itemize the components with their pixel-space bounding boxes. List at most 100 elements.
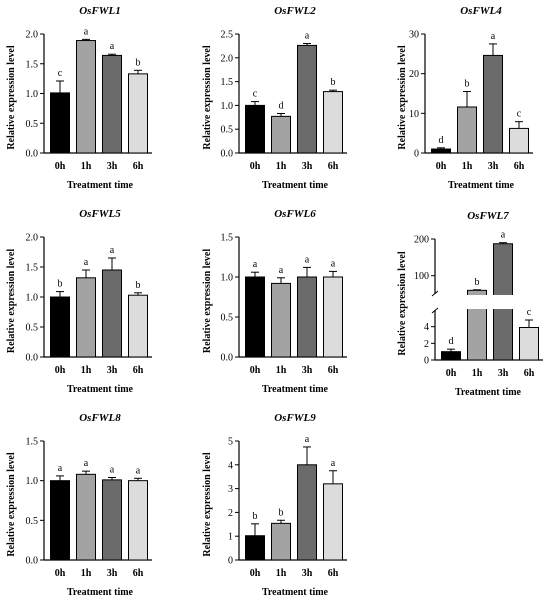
bar: [323, 91, 343, 154]
x-tick-label: 6h: [133, 161, 144, 172]
significance-label: b: [136, 57, 141, 68]
x-tick-label: 0h: [55, 161, 66, 172]
y-tick-label: 0.5: [26, 516, 39, 527]
x-tick-label: 0h: [436, 161, 447, 172]
y-tick-label: 0: [424, 356, 429, 367]
bar: [323, 483, 343, 561]
bar: [271, 522, 291, 561]
bar: [519, 327, 539, 361]
y-tick-label: 200: [414, 235, 429, 246]
significance-label: a: [110, 41, 115, 52]
y-tick-label: 2.0: [221, 53, 234, 64]
y-axis-label: Relative expression level: [202, 249, 213, 353]
x-tick-label: 1h: [276, 161, 287, 172]
x-axis-label: Treatment time: [67, 180, 134, 191]
x-tick-label: 3h: [302, 161, 313, 172]
y-tick-label: 0.0: [221, 149, 234, 160]
y-tick-label: 1.0: [221, 273, 234, 284]
y-tick-label: 0.0: [221, 353, 234, 364]
x-tick-label: 6h: [328, 365, 339, 376]
significance-label: d: [439, 135, 444, 146]
bar: [102, 479, 122, 561]
x-tick-label: 3h: [302, 365, 313, 376]
y-tick-label: 0.5: [26, 119, 39, 130]
y-tick-label: 1.5: [221, 77, 234, 88]
y-tick-label: 1.5: [26, 437, 39, 448]
panel-title: OsFWL4: [460, 5, 502, 17]
bar: [50, 480, 70, 561]
y-tick-label: 0.5: [221, 313, 234, 324]
bar: [128, 480, 148, 561]
axis-break-gap: [491, 295, 515, 309]
y-tick-label: 1.0: [221, 101, 234, 112]
x-tick-label: 0h: [250, 365, 261, 376]
significance-label: b: [279, 507, 284, 518]
y-tick-label: 1.0: [26, 293, 39, 304]
bar: [441, 351, 461, 361]
bar: [297, 276, 317, 358]
x-tick-label: 1h: [462, 161, 473, 172]
y-tick-label: 10: [409, 109, 419, 120]
y-axis-label: Relative expression level: [6, 45, 17, 149]
y-tick-label: 0: [414, 149, 419, 160]
x-tick-label: 0h: [446, 368, 457, 379]
x-tick-label: 3h: [107, 568, 118, 579]
bar: [128, 73, 148, 154]
significance-label: a: [305, 31, 310, 42]
y-tick-label: 5: [228, 437, 233, 448]
bar: [245, 104, 265, 154]
x-tick-label: 6h: [133, 568, 144, 579]
x-axis-label: Treatment time: [262, 587, 329, 598]
y-tick-label: 4: [228, 460, 233, 471]
significance-label: a: [331, 458, 336, 469]
x-axis-label: Treatment time: [448, 180, 515, 191]
significance-label: c: [58, 68, 63, 79]
significance-label: a: [84, 458, 89, 469]
x-tick-label: 6h: [133, 365, 144, 376]
y-tick-label: 1.0: [26, 476, 39, 487]
bar: [245, 276, 265, 358]
y-tick-label: 0.5: [221, 125, 234, 136]
y-tick-label: 2.0: [26, 233, 39, 244]
bar: [483, 54, 503, 154]
y-axis-label: Relative expression level: [202, 452, 213, 556]
x-tick-label: 1h: [276, 568, 287, 579]
y-tick-label: 2.5: [221, 30, 234, 41]
y-axis-label: Relative expression level: [397, 251, 408, 355]
significance-label: a: [331, 258, 336, 269]
bar: [50, 296, 70, 358]
significance-label: c: [253, 89, 258, 100]
x-tick-label: 6h: [524, 368, 535, 379]
significance-label: a: [84, 257, 89, 268]
panel-title: OsFWL6: [274, 208, 316, 220]
bar: [76, 40, 96, 154]
x-tick-label: 3h: [107, 365, 118, 376]
significance-label: a: [305, 254, 310, 265]
significance-label: d: [279, 100, 284, 111]
y-tick-label: 2: [228, 508, 233, 519]
significance-label: a: [253, 259, 258, 270]
y-axis-label: Relative expression level: [202, 45, 213, 149]
x-tick-label: 3h: [488, 161, 499, 172]
y-tick-label: 3: [228, 484, 233, 495]
bar: [457, 106, 477, 154]
y-tick-label: 0.0: [26, 149, 39, 160]
panel-title: OsFWL5: [79, 208, 121, 220]
bar: [128, 294, 148, 358]
significance-label: a: [305, 434, 310, 445]
x-tick-label: 6h: [328, 161, 339, 172]
y-tick-label: 2.0: [26, 30, 39, 41]
x-tick-label: 1h: [81, 568, 92, 579]
x-axis-label: Treatment time: [262, 384, 329, 395]
bar: [431, 148, 451, 154]
y-axis-label: Relative expression level: [397, 45, 408, 149]
y-axis-label: Relative expression level: [6, 452, 17, 556]
panel-title: OsFWL9: [274, 412, 316, 424]
y-tick-label: 0.5: [26, 323, 39, 334]
x-tick-label: 3h: [498, 368, 509, 379]
bar: [76, 473, 96, 561]
y-tick-label: 1.0: [26, 89, 39, 100]
significance-label: d: [449, 336, 454, 347]
bar: [102, 54, 122, 154]
significance-label: c: [517, 109, 522, 120]
